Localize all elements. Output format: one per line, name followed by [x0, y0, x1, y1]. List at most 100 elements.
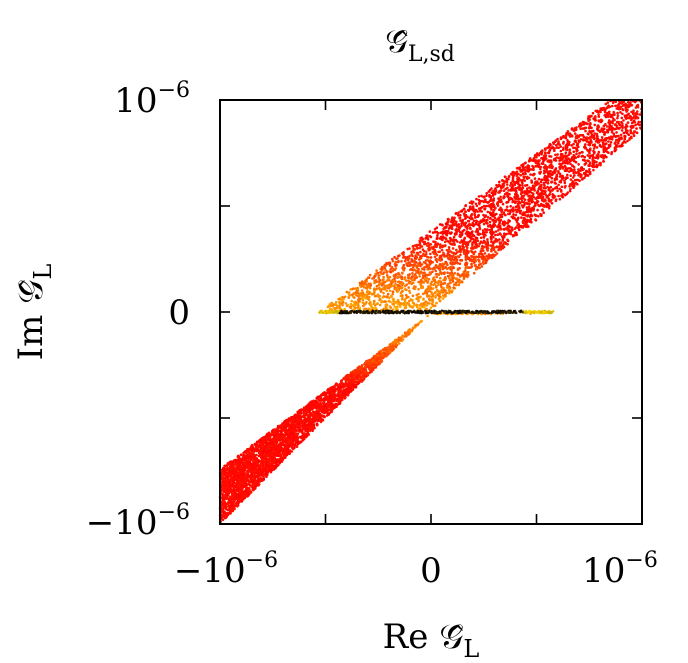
- scatter-point: [549, 146, 553, 150]
- scatter-point: [564, 146, 568, 150]
- scatter-point: [537, 153, 541, 157]
- scatter-point: [588, 151, 591, 155]
- scatter-point: [407, 257, 411, 260]
- scatter-point: [566, 162, 569, 165]
- scatter-point: [554, 153, 557, 157]
- scatter-point: [612, 112, 616, 115]
- scatter-point: [367, 296, 370, 300]
- scatter-point: [341, 303, 344, 307]
- scatter-point: [459, 233, 463, 237]
- scatter-point: [361, 297, 365, 301]
- scatter-point: [371, 277, 374, 280]
- scatter-point: [519, 197, 522, 200]
- scatter-point: [610, 127, 614, 130]
- scatter-point: [558, 197, 562, 201]
- scatter-point: [518, 210, 521, 214]
- scatter-point: [448, 290, 452, 293]
- scatter-point: [502, 189, 506, 192]
- scatter-point: [434, 286, 438, 289]
- scatter-point: [407, 299, 411, 303]
- scatter-point: [509, 232, 513, 236]
- scatter-point: [562, 146, 565, 150]
- scatter-point: [568, 132, 572, 135]
- scatter-point: [568, 159, 572, 162]
- scatter-point: [497, 248, 500, 252]
- scatter-point: [492, 235, 495, 239]
- scatter-point: [462, 276, 466, 279]
- scatter-point: [551, 188, 554, 192]
- scatter-point: [533, 155, 537, 159]
- scatter-point: [594, 156, 597, 160]
- scatter-point: [539, 167, 542, 171]
- scatter-point: [627, 100, 630, 104]
- scatter-point: [560, 189, 563, 192]
- scatter-point: [401, 294, 404, 297]
- scatter-point: [518, 183, 522, 187]
- scatter-point: [489, 188, 492, 192]
- scatter-point: [515, 219, 518, 222]
- scatter-point: [454, 281, 458, 285]
- scatter-point: [485, 245, 488, 248]
- scatter-point: [441, 297, 445, 300]
- scatter-point: [441, 294, 445, 297]
- scatter-point: [505, 183, 509, 186]
- scatter-point: [596, 164, 600, 167]
- scatter-point: [400, 277, 404, 281]
- scatter-point: [454, 238, 458, 242]
- scatter-point: [354, 287, 357, 290]
- scatter-point: [355, 291, 358, 295]
- scatter-point: [592, 168, 595, 172]
- scatter-point: [592, 151, 596, 155]
- scatter-point: [570, 184, 574, 188]
- scatter-point: [577, 135, 580, 139]
- scatter-point: [603, 127, 606, 130]
- scatter-point: [618, 126, 621, 130]
- scatter-point: [413, 244, 417, 247]
- scatter-point: [411, 278, 415, 281]
- scatter-point: [463, 252, 466, 255]
- scatter-point: [385, 261, 388, 265]
- scatter-point: [624, 102, 627, 106]
- scatter-point: [501, 182, 505, 186]
- scatter-point: [458, 241, 462, 244]
- scatter-point: [572, 171, 575, 175]
- scatter-point: [459, 219, 462, 222]
- scatter-point: [586, 154, 589, 157]
- scatter-point: [424, 259, 428, 262]
- scatter-point: [499, 218, 503, 222]
- scatter-point: [495, 245, 499, 249]
- scatter-point: [489, 216, 492, 220]
- scatter-point: [523, 198, 527, 201]
- scatter-point: [475, 197, 478, 201]
- scatter-point: [438, 292, 441, 296]
- scatter-point: [470, 258, 473, 262]
- scatter-point: [468, 201, 472, 205]
- scatter-point: [474, 255, 478, 259]
- scatter-point: [388, 283, 391, 286]
- scatter-point: [516, 177, 519, 180]
- scatter-point: [438, 265, 442, 269]
- scatter-point: [628, 138, 631, 141]
- scatter-point: [403, 284, 407, 288]
- scatter-point: [462, 239, 465, 243]
- scatter-point: [601, 141, 605, 144]
- scatter-point: [396, 298, 400, 302]
- scatter-point: [418, 239, 422, 242]
- scatter-point: [433, 282, 436, 286]
- scatter-point: [385, 286, 389, 290]
- scatter-point: [472, 252, 476, 256]
- scatter-point: [530, 179, 533, 182]
- scatter-point: [468, 226, 472, 230]
- scatter-point: [583, 176, 586, 180]
- scatter-point: [406, 264, 410, 268]
- scatter-point: [566, 139, 569, 142]
- scatter-point: [461, 209, 464, 212]
- scatter-point: [383, 300, 387, 303]
- scatter-point: [588, 130, 591, 133]
- scatter-point: [541, 157, 545, 161]
- scatter-point: [610, 138, 614, 141]
- scatter-point: [529, 217, 533, 221]
- scatter-point: [534, 159, 537, 162]
- scatter-point: [419, 250, 422, 254]
- scatter-point: [507, 175, 511, 178]
